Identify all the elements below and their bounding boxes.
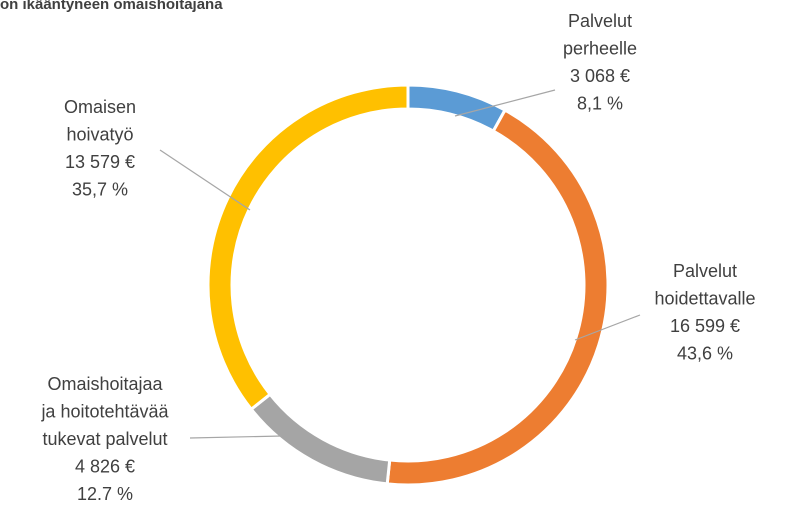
value-label: 3 068 € (570, 66, 630, 86)
donut-segment (249, 392, 392, 486)
donut-segment (385, 108, 610, 487)
value-label: 13 579 € (65, 152, 135, 172)
category-label: Palvelut (568, 11, 632, 31)
category-label: tukevat palvelut (42, 429, 167, 449)
donut-segment (206, 83, 410, 412)
category-label: Palvelut (673, 261, 737, 281)
leader-line (454, 89, 556, 117)
category-label: Omaishoitajaa (47, 374, 163, 394)
category-label: Omaisen (64, 97, 136, 117)
percent-label: 35,7 % (72, 179, 128, 199)
category-label: perheelle (563, 38, 637, 58)
value-label: 16 599 € (670, 316, 740, 336)
category-label: hoidettavalle (654, 288, 755, 308)
leader-line (189, 435, 283, 439)
category-label: ja hoitotehtävää (40, 401, 169, 421)
value-label: 4 826 € (75, 456, 135, 476)
chart-title: on ikääntyneen omaishoitajana (0, 0, 223, 13)
percent-label: 12.7 % (77, 484, 133, 504)
percent-label: 8,1 % (577, 93, 623, 113)
donut-segment (406, 83, 508, 134)
leader-line (574, 314, 641, 341)
percent-label: 43,6 % (677, 343, 733, 363)
category-label: hoivatyö (66, 124, 133, 144)
leader-line (159, 149, 251, 211)
